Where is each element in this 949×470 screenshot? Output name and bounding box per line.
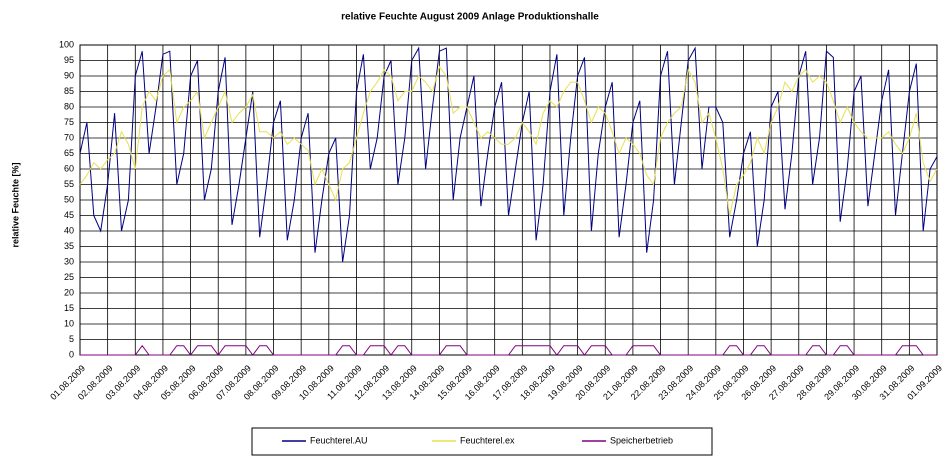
y-tick-label: 40 — [64, 225, 74, 235]
legend-label: Feuchterel.ex — [460, 435, 515, 445]
y-tick-label: 55 — [64, 179, 74, 189]
y-tick-label: 25 — [64, 272, 74, 282]
series-line — [79, 46, 938, 263]
legend — [251, 427, 713, 456]
y-tick-label: 5 — [69, 334, 74, 344]
chart-title: relative Feuchte August 2009 Anlage Prod… — [341, 12, 599, 23]
y-tick-label: 90 — [64, 70, 74, 80]
y-tick-label: 65 — [64, 148, 74, 158]
y-tick-label: 30 — [64, 256, 74, 266]
legend-label: Speicherbetrieb — [610, 435, 673, 445]
y-tick-label: 20 — [64, 287, 74, 297]
y-tick-label: 50 — [64, 194, 74, 204]
series-line — [79, 65, 938, 216]
series-line — [80, 344, 937, 356]
y-tick-label: 85 — [64, 86, 74, 96]
y-tick-label: 95 — [64, 55, 74, 65]
y-tick-label: 100 — [59, 39, 74, 49]
legend-label: Feuchterel.AU — [310, 435, 368, 445]
y-tick-label: 75 — [64, 117, 74, 127]
y-tick-label: 0 — [69, 349, 74, 359]
y-tick-label: 80 — [64, 101, 74, 111]
y-tick-label: 70 — [64, 132, 74, 142]
y-tick-label: 35 — [64, 241, 74, 251]
y-tick-label: 45 — [64, 210, 74, 220]
y-tick-label: 60 — [64, 163, 74, 173]
y-axis-label: relative Feuchte [%] — [10, 162, 20, 247]
y-tick-label: 15 — [64, 303, 74, 313]
y-tick-label: 10 — [64, 318, 74, 328]
